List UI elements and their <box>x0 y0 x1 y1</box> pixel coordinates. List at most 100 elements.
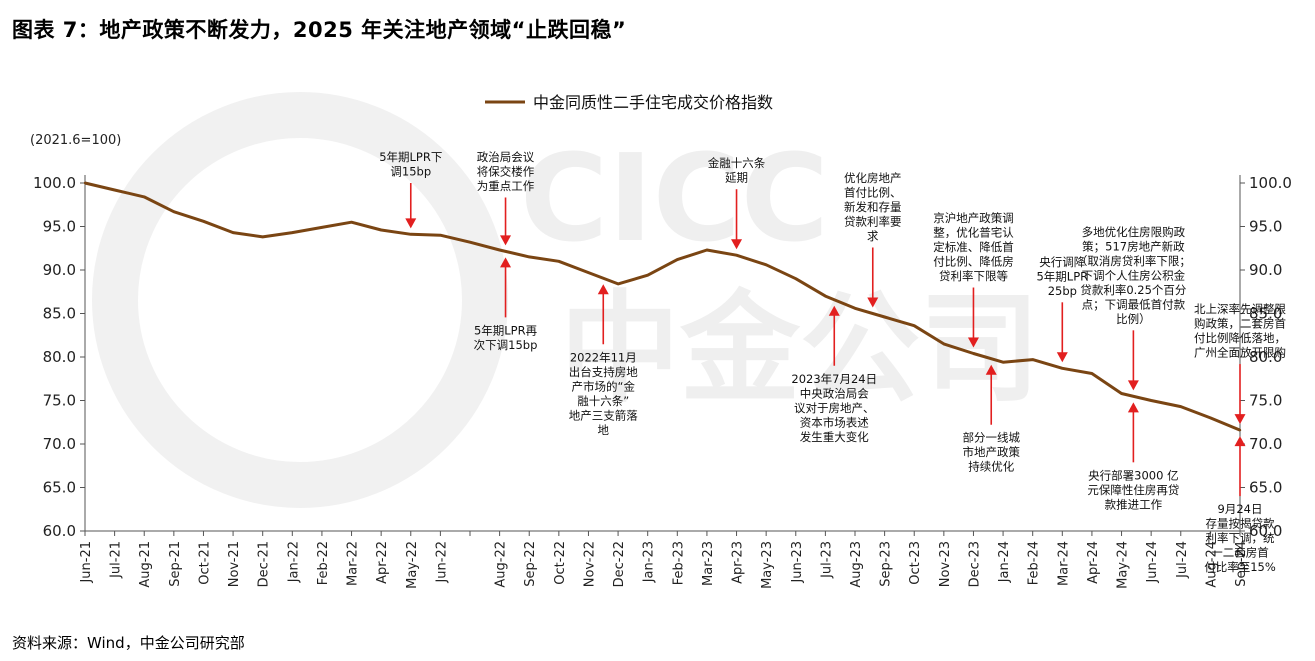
data-point <box>1001 361 1005 364</box>
data-point <box>498 248 501 252</box>
x-tick-label: Oct-21 <box>197 541 212 585</box>
x-tick-label: Jul-24 <box>1175 541 1190 579</box>
annotation-line: 将保交楼作 <box>477 165 535 179</box>
x-tick-label: Mar-23 <box>701 541 716 586</box>
x-tick-label: Nov-22 <box>582 541 597 587</box>
x-tick-label: Sep-21 <box>168 541 183 587</box>
data-point <box>202 220 205 223</box>
annotation-line: 点；下调最低首付款 <box>1082 297 1186 311</box>
data-point <box>676 258 679 261</box>
data-point <box>409 233 412 236</box>
x-tick-label: May-23 <box>760 541 775 589</box>
annotation-line: 下调个人住房公积金 <box>1082 268 1186 282</box>
series-layer <box>83 181 1242 432</box>
data-point <box>557 260 561 263</box>
annotation-line: 次下调15bp <box>474 338 538 352</box>
data-point <box>1120 392 1123 395</box>
annotation-line: 付比例、降低房 <box>933 255 1014 269</box>
annotation-line: 延期 <box>725 171 748 185</box>
annotation-line: 金融十六条 <box>708 156 766 170</box>
x-tick-label: Jan-24 <box>997 541 1012 583</box>
annotation-line: 发生重大变化 <box>800 430 869 444</box>
data-point <box>528 255 531 259</box>
x-tick-label: Apr-24 <box>1086 541 1101 584</box>
annotation-line: 款推进工作 <box>1105 497 1163 511</box>
annotation-line: 2023年7月24日 <box>791 372 877 386</box>
y-tick-label-right: 85.0 <box>1249 305 1282 323</box>
y-tick-label-right: 80.0 <box>1249 348 1282 366</box>
annotation-line: 购政策，二套房首 <box>1194 317 1286 331</box>
x-tick-label: Jun-23 <box>790 541 805 584</box>
watermark-ring <box>92 92 508 508</box>
x-tick-label: May-24 <box>1116 541 1131 589</box>
x-tick-label: Aug-21 <box>138 541 153 588</box>
data-point <box>291 231 294 234</box>
x-tick-label: Feb-23 <box>671 541 686 585</box>
y-tick-label-left: 95.0 <box>43 218 76 236</box>
annotation-line: 比例） <box>1116 312 1151 326</box>
data-point <box>616 282 620 286</box>
annotation-line: 央行调降 <box>1039 255 1085 269</box>
annotation-line: 广州全面放开限购 <box>1194 346 1286 360</box>
chart-title: 图表 7：地产政策不断发力，2025 年关注地产领域“止跌回稳” <box>12 18 627 42</box>
data-point <box>853 307 857 310</box>
y-tick-label-right: 75.0 <box>1249 392 1282 410</box>
annotation-arrowhead <box>1234 436 1246 447</box>
annotation-line: 付比率至15% <box>1204 560 1276 574</box>
annotation-arrowhead <box>828 305 840 316</box>
annotation-arrowhead <box>867 297 879 308</box>
annotation-arrowhead <box>967 337 979 348</box>
annotation-text: 多地优化住房限购政策；517房地产新政（取消房贷利率下限；下调个人住房公积金贷款… <box>1076 225 1191 326</box>
annotation-line: 25bp <box>1048 284 1077 298</box>
y-tick-label-right: 95.0 <box>1249 218 1282 236</box>
annotation-line: （取消房贷利率下限； <box>1076 254 1191 268</box>
annotation-line: 政治局会议 <box>477 150 535 164</box>
annotation-arrowhead <box>985 364 997 375</box>
annotation-line: 地产三支箭落 <box>569 408 638 422</box>
annotation-line: 元保障性住房再贷 <box>1087 483 1179 497</box>
annotation-line: 优化房地产 <box>844 171 902 185</box>
y-tick-label-right: 70.0 <box>1249 435 1282 453</box>
y-tick-label-left: 65.0 <box>43 479 76 497</box>
y-tick-label-right: 100.0 <box>1249 174 1292 192</box>
data-point <box>764 263 768 266</box>
annotation-line: 京沪地产政策调 <box>933 211 1014 225</box>
source-note: 资料来源：Wind，中金公司研究部 <box>12 634 245 652</box>
data-point <box>439 234 442 237</box>
data-point <box>1179 405 1182 408</box>
annotation-arrowhead <box>500 235 512 246</box>
x-tick-label: May-22 <box>405 541 420 589</box>
y-tick-label-left: 75.0 <box>43 392 76 410</box>
y-tick-label-right: 90.0 <box>1249 261 1282 279</box>
annotation-arrowhead <box>500 257 512 268</box>
x-tick-label: Nov-23 <box>938 541 953 587</box>
annotation-line: 中央政治局会 <box>800 386 869 400</box>
annotation-line: 5年期LPR下 <box>379 150 442 164</box>
y-tick-label-left: 100.0 <box>33 174 76 192</box>
annotation-line: 产市场的“金 <box>572 379 636 393</box>
data-point <box>942 342 946 346</box>
chart-axes: 100.0 100.0 95.0 95.0 90.0 90.0 85.0 85.0 80.0 80… <box>33 174 1292 589</box>
x-tick-label: Feb-24 <box>1027 541 1042 585</box>
annotation-line: 5年期LPR <box>1036 269 1088 283</box>
x-tick-label: Aug-23 <box>849 541 864 588</box>
annotation-arrowhead <box>597 284 609 295</box>
annotation-line: 贷利率下限等 <box>939 269 1008 283</box>
data-point <box>172 210 176 213</box>
x-tick-label: Jun-24 <box>1145 541 1160 584</box>
annotation-line: 求 <box>867 229 879 243</box>
x-tick-label: Dec-22 <box>612 541 627 587</box>
data-point <box>794 277 797 280</box>
annotation-arrowhead <box>1127 402 1139 413</box>
y-tick-label-left: 90.0 <box>43 261 76 279</box>
x-tick-label: Nov-21 <box>227 541 242 587</box>
data-point <box>261 235 264 239</box>
x-tick-label: Jun-21 <box>79 541 94 584</box>
